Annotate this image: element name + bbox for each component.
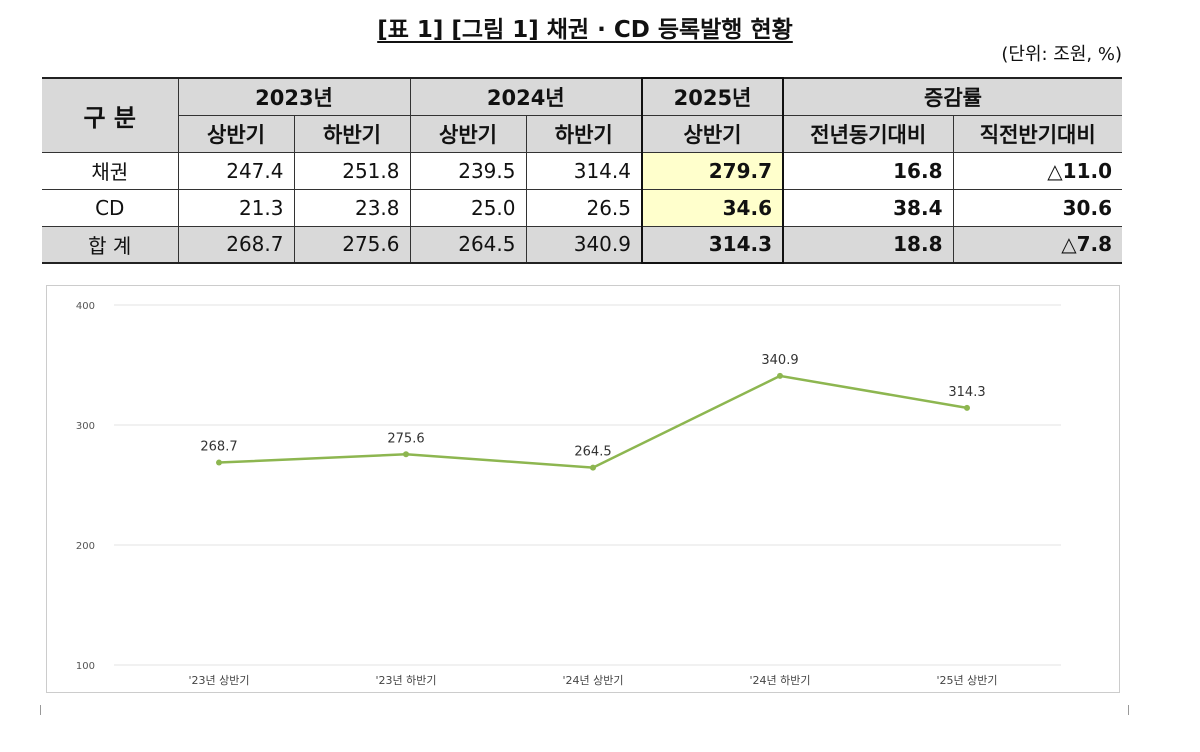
header-sub: 상반기 [177,114,295,153]
y-tick-label: 200 [76,541,95,552]
table-cell: 314.3 [641,225,784,264]
header-2023: 2023년 [177,77,411,116]
table-cell: 38.4 [782,188,954,227]
table-cell: 268.7 [177,225,295,264]
data-point [590,464,596,471]
table-cell: 247.4 [177,151,295,190]
table-cell: 34.6 [641,188,784,227]
x-tick-label: '23년 상반기 [189,674,250,687]
x-tick-label: '24년 상반기 [563,674,624,687]
table-cell: 25.0 [409,188,527,227]
chart-svg: 100 200 300 400 268.7 '23년 상반기 275.6 '23년 하반기 26… [76,301,1061,687]
data-label: 264.5 [574,445,611,460]
table-cell: 30.6 [952,188,1122,227]
data-point [964,404,970,411]
data-point [216,459,222,466]
data-label: 268.7 [200,440,237,455]
x-tick-label: '25년 상반기 [937,674,998,687]
row-label: CD [42,188,179,227]
table-cell: 21.3 [177,188,295,227]
table-row: 합 계 268.7 275.6 264.5 340.9 314.3 18.8 △7.8 [42,225,1122,264]
header-sub: 상반기 [409,114,527,153]
table-cell: 251.8 [293,151,411,190]
data-point [777,372,783,379]
page-corner-mark [1128,705,1139,715]
table-cell: 314.4 [525,151,643,190]
page-corner-mark [30,705,41,715]
table-cell: 16.8 [782,151,954,190]
y-tick-label: 400 [76,301,95,312]
page-title: [표 1] [그림 1] 채권 · CD 등록발행 현황 [0,10,1170,44]
issuance-table: 구 분 2023년 2024년 2025년 증감률 상반기 하반기 상반기 하반… [42,77,1122,264]
header-sub: 직전반기대비 [952,114,1122,153]
header-category: 구 분 [42,77,179,153]
table-cell: △7.8 [952,225,1122,264]
data-label: 314.3 [948,385,985,400]
table-row: 채권 247.4 251.8 239.5 314.4 279.7 16.8 △11.0 [42,151,1122,190]
y-tick-label: 300 [76,421,95,432]
header-change: 증감률 [782,77,1122,116]
header-2024: 2024년 [409,77,643,116]
header-sub: 하반기 [293,114,411,153]
line-chart: 100 200 300 400 268.7 '23년 상반기 275.6 '23년 하반기 26… [46,285,1120,693]
data-label: 340.9 [761,353,798,368]
row-label: 합 계 [42,225,179,264]
data-point [403,451,409,458]
table-cell: 18.8 [782,225,954,264]
title-text: [표 1] [그림 1] 채권 · CD 등록발행 현황 [377,17,793,43]
x-tick-label: '23년 하반기 [376,673,437,687]
table-cell: 275.6 [293,225,411,264]
table-cell: 23.8 [293,188,411,227]
table-cell: 279.7 [641,151,784,190]
table-cell: 239.5 [409,151,527,190]
table-cell: 340.9 [525,225,643,264]
table-cell: 26.5 [525,188,643,227]
table-cell: △11.0 [952,151,1122,190]
header-sub: 상반기 [641,114,784,153]
table-row: CD 21.3 23.8 25.0 26.5 34.6 38.4 30.6 [42,188,1122,227]
header-sub: 하반기 [525,114,643,153]
unit-note: (단위: 조원, %) [1001,44,1122,65]
x-tick-label: '24년 하반기 [750,673,811,687]
data-label: 275.6 [387,431,424,446]
table-cell: 264.5 [409,225,527,264]
header-2025: 2025년 [641,77,784,116]
header-sub: 전년동기대비 [782,114,954,153]
y-tick-label: 100 [76,661,95,672]
row-label: 채권 [42,151,179,190]
